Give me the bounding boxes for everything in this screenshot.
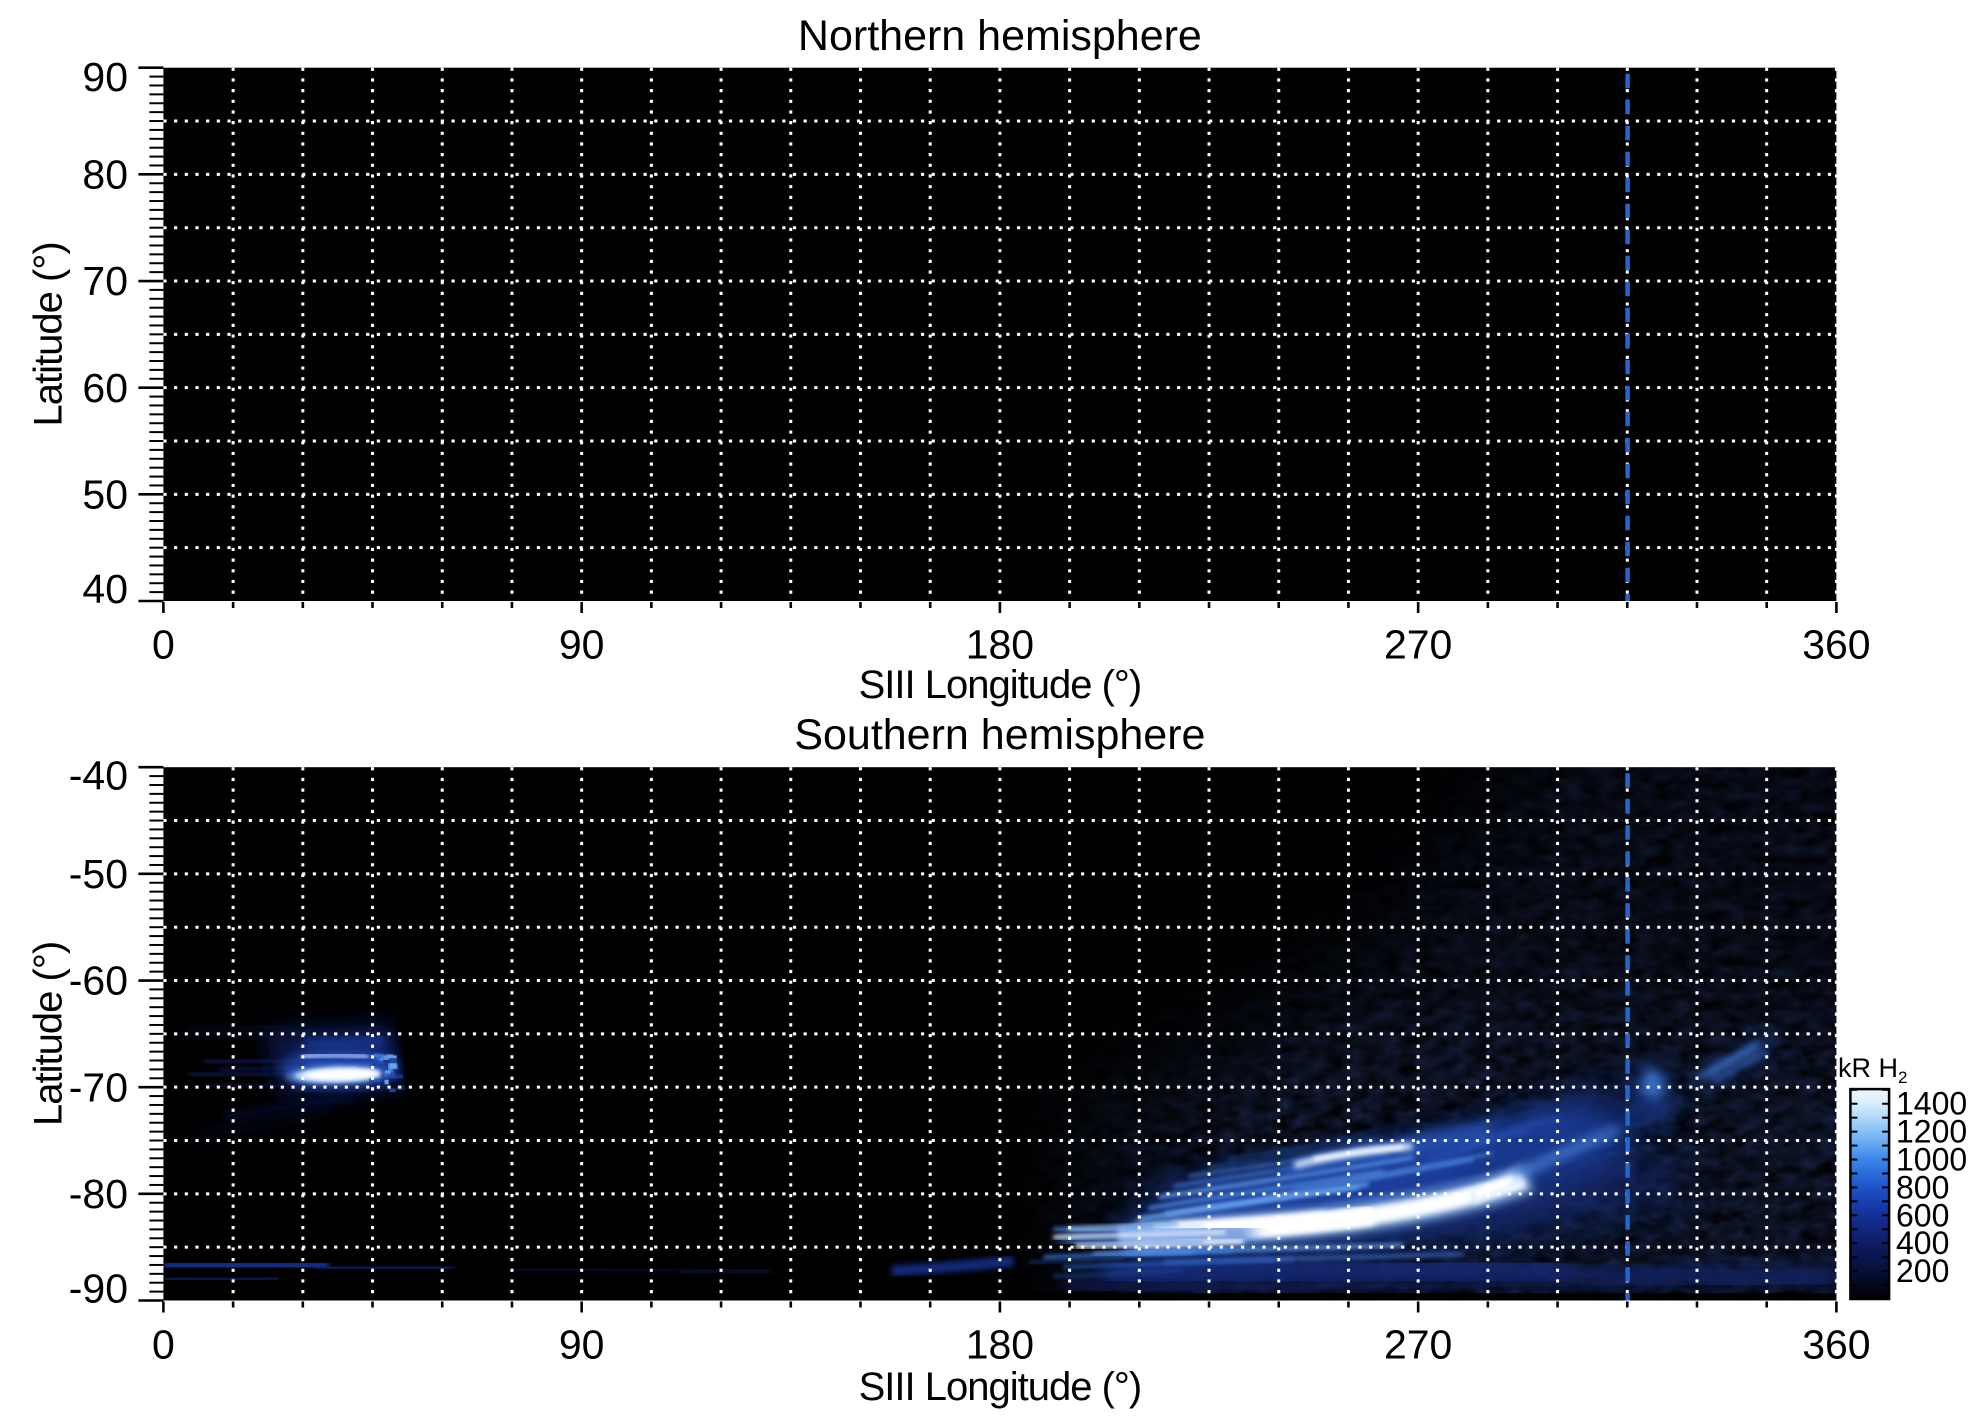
svg-text:270: 270 <box>1384 622 1452 668</box>
svg-text:1000: 1000 <box>1896 1142 1967 1178</box>
svg-text:90: 90 <box>559 1322 605 1368</box>
svg-text:180: 180 <box>966 622 1034 668</box>
svg-text:200: 200 <box>1896 1253 1949 1289</box>
svg-text:400: 400 <box>1896 1225 1949 1261</box>
svg-text:-60: -60 <box>69 958 128 1004</box>
svg-text:-90: -90 <box>69 1266 128 1312</box>
svg-text:1200: 1200 <box>1896 1114 1967 1150</box>
svg-text:40: 40 <box>82 566 128 612</box>
svg-text:1400: 1400 <box>1896 1086 1967 1122</box>
svg-text:60: 60 <box>82 365 128 411</box>
svg-text:-70: -70 <box>69 1064 128 1110</box>
svg-text:270: 270 <box>1384 1322 1452 1368</box>
svg-text:0: 0 <box>152 622 175 668</box>
svg-text:600: 600 <box>1896 1197 1949 1233</box>
svg-text:-40: -40 <box>69 752 128 798</box>
svg-text:70: 70 <box>82 258 128 304</box>
svg-text:Northern hemisphere: Northern hemisphere <box>798 12 1202 60</box>
svg-text:Southern hemisphere: Southern hemisphere <box>794 711 1205 759</box>
svg-text:SIII Longitude (°): SIII Longitude (°) <box>859 1365 1142 1409</box>
svg-text:90: 90 <box>82 54 128 100</box>
svg-text:360: 360 <box>1802 622 1870 668</box>
svg-text:SIII Longitude (°): SIII Longitude (°) <box>859 663 1142 707</box>
svg-text:80: 80 <box>82 151 128 197</box>
svg-text:Latitude (°): Latitude (°) <box>27 942 71 1126</box>
svg-text:50: 50 <box>82 471 128 517</box>
svg-text:-50: -50 <box>69 851 128 897</box>
svg-text:180: 180 <box>966 1322 1034 1368</box>
svg-text:360: 360 <box>1802 1322 1870 1368</box>
svg-text:90: 90 <box>559 622 605 668</box>
svg-text:Latitude (°): Latitude (°) <box>27 242 71 426</box>
svg-text:0: 0 <box>152 1322 175 1368</box>
svg-text:-80: -80 <box>69 1171 128 1217</box>
svg-text:kR H2: kR H2 <box>1838 1053 1907 1087</box>
svg-text:800: 800 <box>1896 1169 1949 1205</box>
